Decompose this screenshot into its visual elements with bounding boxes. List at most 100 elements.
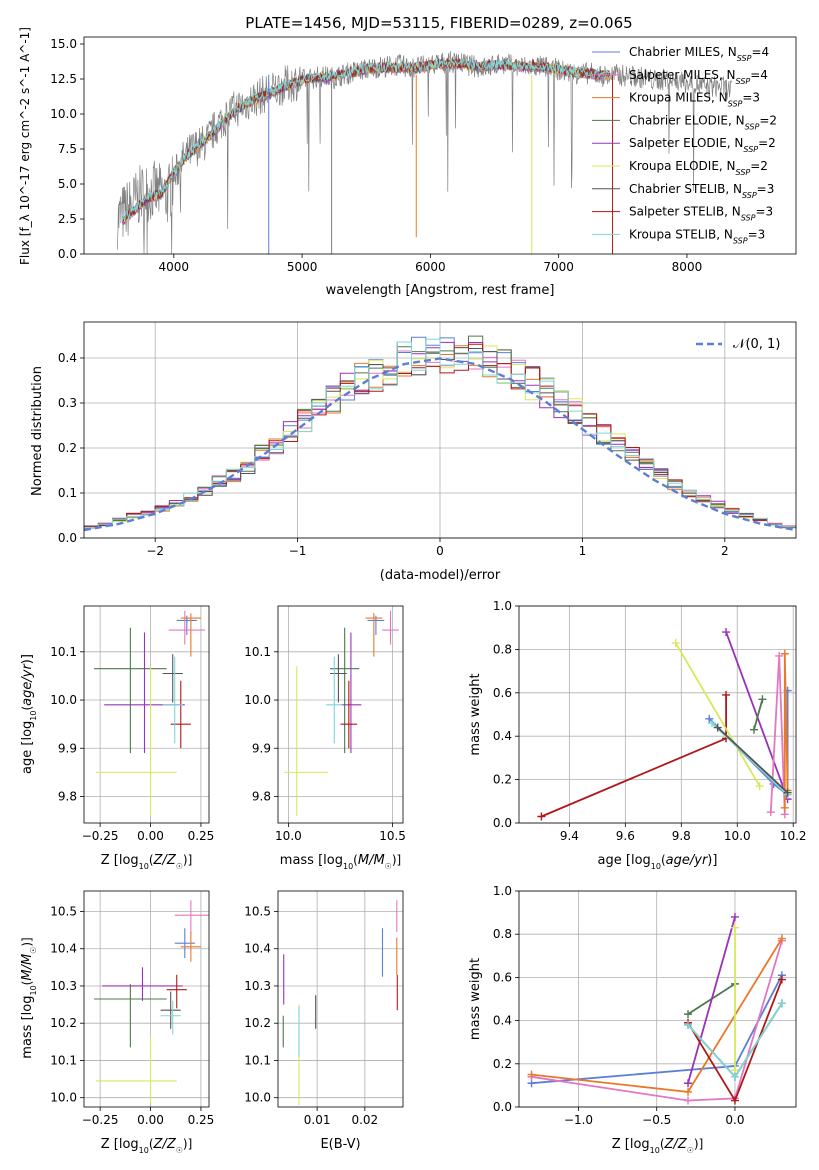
errorbar-kroupa-miles — [365, 613, 383, 657]
axes-frame — [83, 321, 797, 539]
y-axis-label: Flux [f_λ 10^-17 erg cm^-2 s^-1 A^-1] — [18, 27, 32, 265]
errorbar-salpeter-miles — [174, 900, 209, 934]
weight-line — [753, 699, 764, 730]
axes-frame — [277, 605, 404, 824]
label-part: ( — [20, 706, 34, 711]
mass-vs-EBV-plot-area — [282, 900, 398, 1106]
weight-vs-age-plot-area — [537, 628, 792, 821]
tick-label-y: 0.0 — [493, 816, 512, 830]
legend-entry: 𝒩(0, 1) — [733, 337, 780, 352]
x-axis-label: wavelength [Angstrom, rest frame] — [326, 283, 555, 298]
tick-label-x: −2 — [146, 544, 164, 558]
weight-marker — [750, 725, 759, 734]
tick-label-y: 1.0 — [493, 884, 512, 898]
tick-label-x: 0.25 — [188, 829, 215, 843]
weight-marker — [730, 1072, 739, 1081]
label-part: SSP — [736, 168, 751, 177]
tick-label-y: 0.6 — [493, 970, 512, 984]
tick-label-y: 10.0 — [50, 1091, 77, 1105]
errorbar-kroupa-elodie — [96, 666, 177, 816]
weight-marker — [684, 1087, 693, 1096]
label-part: Kroupa MILES, N — [629, 91, 728, 105]
tick-label-y: 1.0 — [493, 599, 512, 613]
errorbar-salpeter-elodie — [340, 632, 362, 754]
label-part: 10 — [29, 711, 38, 721]
weight-marker — [758, 695, 767, 704]
axes-frame — [277, 890, 404, 1108]
label-part: )] — [392, 853, 401, 867]
legend-entry: Chabrier MILES, NSSP=4 — [629, 45, 769, 63]
label-part: ( — [353, 853, 358, 867]
label-part: ☉ — [687, 1146, 694, 1155]
label-part: M/M — [20, 954, 35, 981]
weight-line — [687, 916, 736, 1084]
tick-label-y: 10.0 — [244, 1091, 271, 1105]
tick-label-y: 0.4 — [493, 729, 512, 743]
label-part: Chabrier MILES, N — [629, 45, 737, 59]
label-part: Salpeter MILES, N — [629, 68, 736, 82]
weight-marker — [755, 782, 764, 791]
errorbar-salpeter-stelib — [340, 680, 358, 749]
errorbar-salpeter-miles — [382, 610, 399, 645]
x-axis-label: mass [log10(M/M☉)] — [280, 853, 401, 871]
axes-frame — [518, 890, 797, 1108]
tick-label-y: 0.0 — [493, 1100, 512, 1114]
legend-entry: Salpeter STELIB, NSSP=3 — [629, 205, 773, 223]
label-part: Z [log — [101, 853, 139, 868]
label-part: ☉ — [176, 1146, 183, 1155]
tick-label-y: 2.5 — [58, 212, 77, 226]
label-part: 10 — [343, 862, 353, 871]
label-part: Chabrier ELODIE, N — [629, 113, 745, 127]
axes-frame — [518, 605, 797, 824]
tick-label-y: 10.1 — [50, 645, 77, 659]
spectrum-plot-area — [117, 51, 732, 254]
weight-marker — [671, 638, 680, 647]
label-part: ☉ — [29, 947, 38, 954]
tick-label-y: 0.8 — [493, 642, 512, 656]
tick-label-y: 10.3 — [244, 979, 271, 993]
tick-label-x: −1.0 — [564, 1113, 593, 1127]
mass-vs-Z-plot-area — [94, 900, 209, 1104]
tick-label-y: 0.2 — [493, 773, 512, 787]
model-line-kroupa-stelib — [122, 56, 610, 223]
axes-weight-vs-Z: −1.0 −0.5 0.0 0.0 0.2 0.4 0.6 0.8 1.0 Z [log10(Z/… — [468, 884, 797, 1155]
tick-label-x: 0.01 — [304, 1113, 331, 1127]
weight-marker — [766, 808, 775, 817]
label-part: ( — [20, 981, 34, 986]
tick-label-y: 10.4 — [50, 942, 77, 956]
tick-label-x: 7000 — [543, 260, 574, 274]
tick-label-y: 9.8 — [58, 789, 77, 803]
label-part: =3 — [742, 91, 760, 105]
tick-label-y: 10.0 — [50, 693, 77, 707]
label-part: 10 — [651, 862, 661, 871]
weight-line — [717, 726, 789, 794]
weight-marker — [730, 1096, 739, 1105]
errorbar-chabrier-miles — [176, 615, 197, 635]
tick-label-x: 10.2 — [780, 829, 807, 843]
label-part: Z [log — [612, 1137, 650, 1152]
tick-label-x: 6000 — [415, 260, 446, 274]
tick-label-y: 0.2 — [493, 1057, 512, 1071]
label-part: 10 — [139, 862, 149, 871]
y-axis-label: mass [log10(M/M☉)] — [20, 937, 38, 1058]
errorbar-chabrier-miles — [174, 928, 195, 959]
normal-curve — [84, 357, 796, 532]
weight-series-chabrier-elodie — [750, 695, 767, 734]
weight-marker — [537, 812, 546, 821]
label-part: SSP — [733, 236, 748, 245]
weight-line — [531, 940, 783, 1102]
axes-age-vs-Z: −0.25 0.00 0.259.89.910.010.1Z [log10(Z/Z☉… — [20, 605, 215, 871]
tick-label-y: 10.2 — [244, 1016, 271, 1030]
label-part: SSP — [737, 54, 752, 63]
errorbar-kroupa-elodie — [96, 1036, 177, 1104]
label-part: Z/Z — [153, 1137, 177, 1152]
label-part: age [log — [20, 721, 35, 774]
tick-label-y: 10.5 — [50, 904, 77, 918]
tick-label-x: −0.5 — [642, 1113, 671, 1127]
tick-label-x: 9.4 — [560, 829, 579, 843]
tick-label-x: 10.0 — [275, 829, 302, 843]
weight-line — [725, 631, 789, 800]
tick-label-y: 10.0 — [50, 107, 77, 121]
tick-label-x: 0.00 — [137, 829, 164, 843]
